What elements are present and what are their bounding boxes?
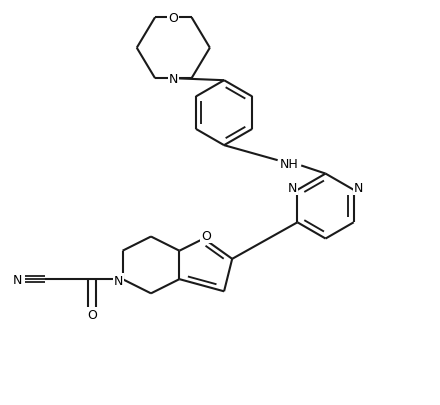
Text: N: N (114, 274, 123, 287)
Text: N: N (169, 72, 178, 85)
Text: N: N (354, 182, 363, 195)
Text: N: N (288, 182, 297, 195)
Text: N: N (13, 273, 22, 286)
Text: O: O (169, 12, 178, 25)
Text: O: O (87, 309, 97, 322)
Text: NH: NH (280, 158, 298, 171)
Text: O: O (201, 229, 211, 242)
